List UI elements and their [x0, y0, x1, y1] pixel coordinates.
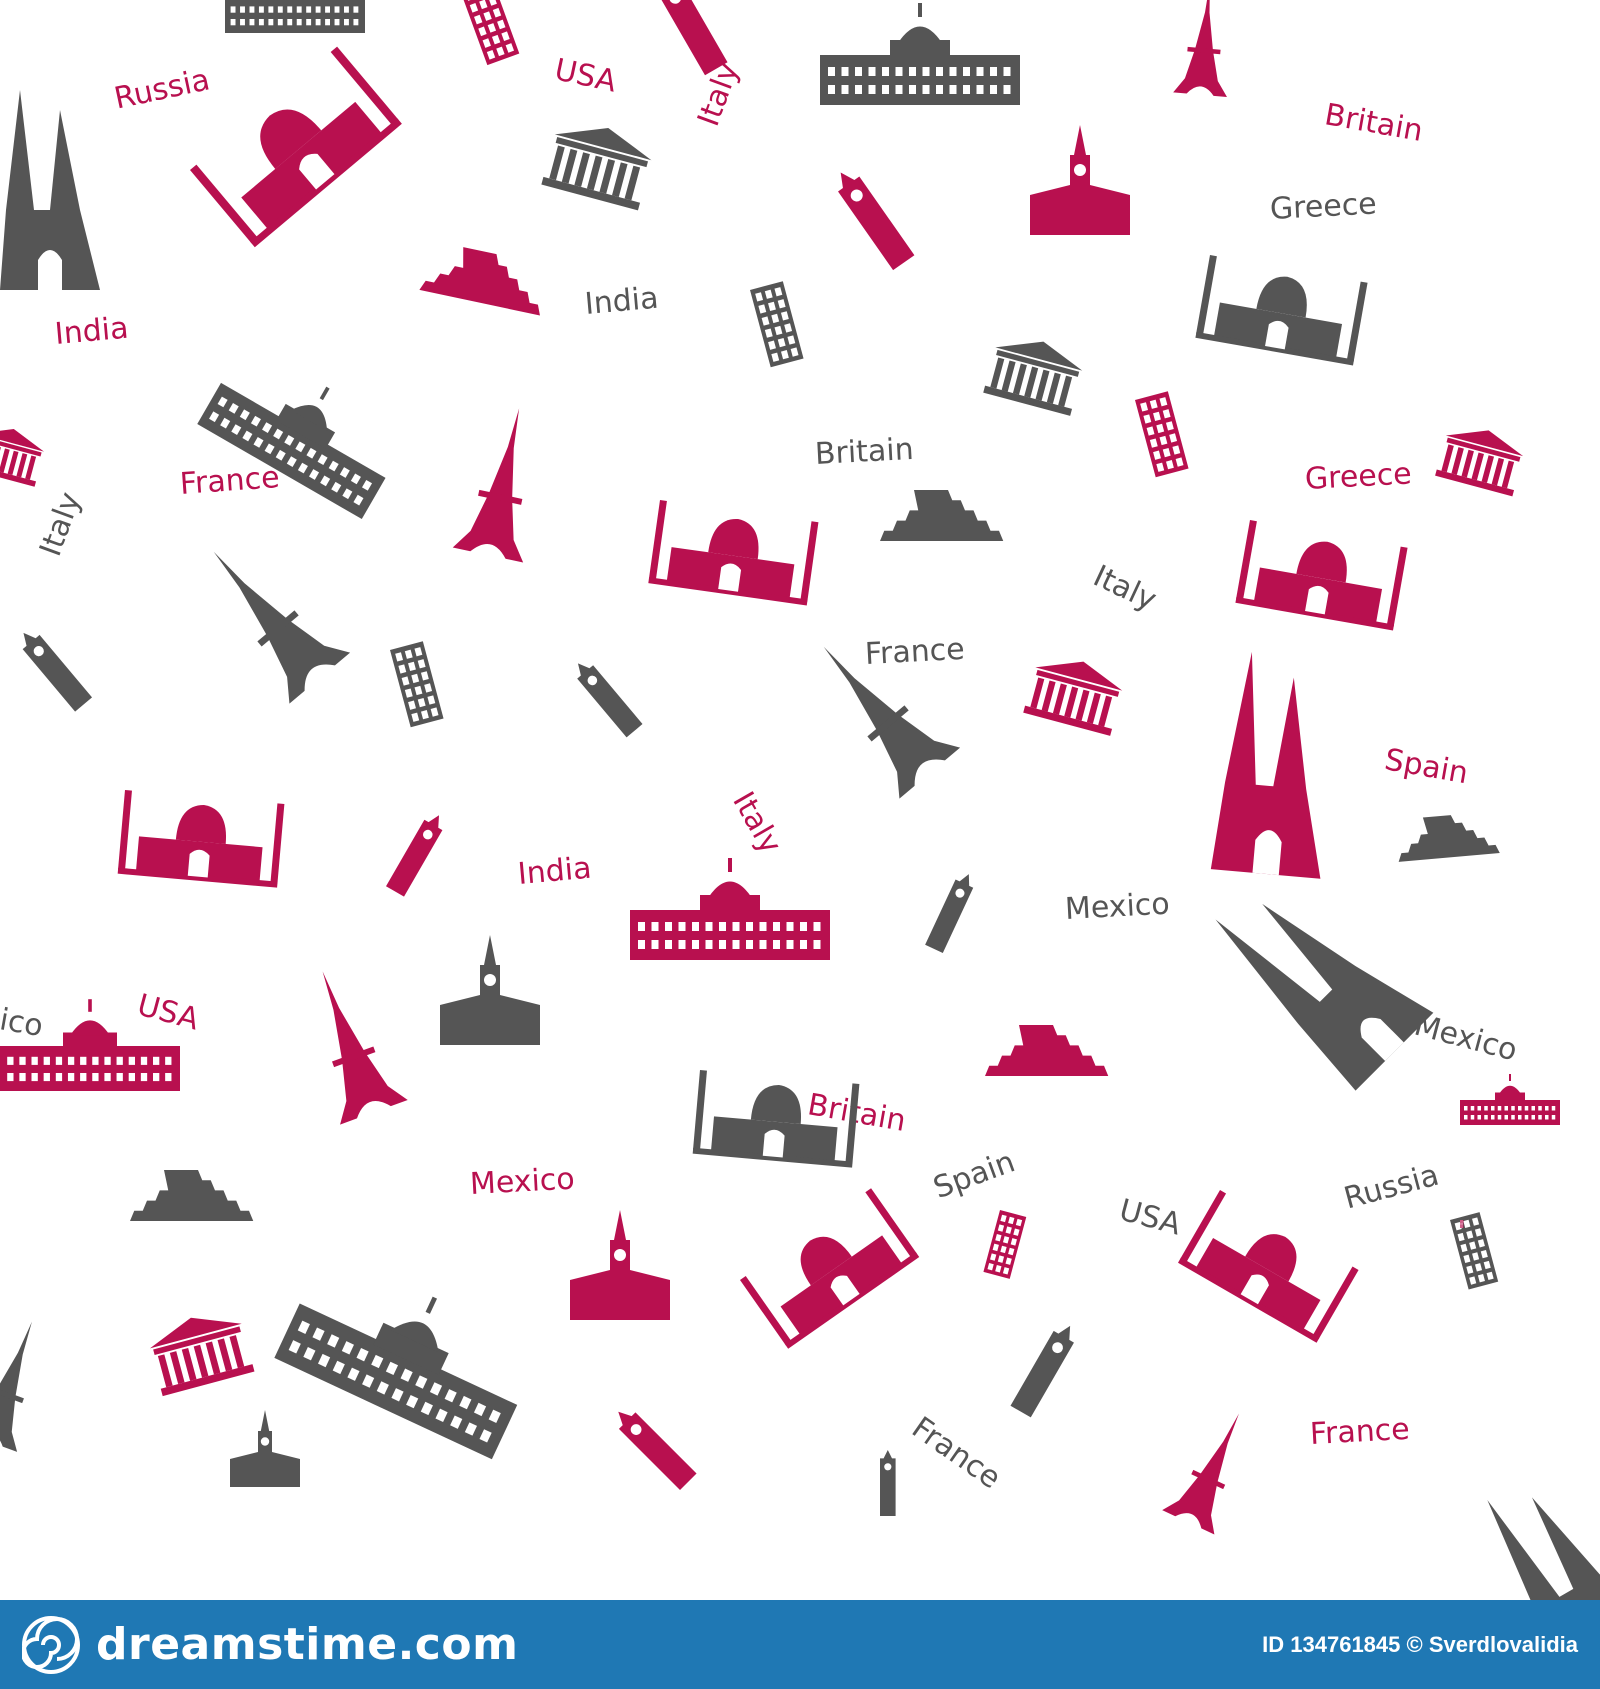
big-ben-icon	[838, 172, 915, 271]
pisa-tower-icon	[1450, 1212, 1499, 1290]
cathedral-icon	[1210, 651, 1321, 879]
cathedral-icon	[1487, 1497, 1600, 1600]
greek-temple-icon	[0, 429, 44, 487]
capitol-icon	[820, 3, 1020, 105]
pisa-tower-icon	[390, 641, 444, 728]
eiffel-tower-icon	[823, 646, 961, 799]
landmark-layer	[0, 0, 1600, 1600]
eiffel-tower-icon	[213, 551, 351, 704]
taj-mahal-icon	[692, 1070, 860, 1168]
greek-temple-icon	[983, 341, 1083, 416]
big-ben-icon	[657, 0, 728, 76]
big-ben-icon	[880, 1450, 896, 1516]
kremlin-icon	[440, 935, 540, 1045]
kremlin-icon	[570, 1210, 670, 1320]
big-ben-icon	[1010, 1325, 1074, 1418]
greek-temple-icon	[149, 1317, 255, 1397]
watermark-footer: dreamstime.com ID 134761845 © Sverdloval…	[0, 1600, 1600, 1689]
pyramid-icon	[1398, 815, 1500, 862]
greek-temple-icon	[1023, 661, 1123, 736]
pattern-canvas: Russia USA Italy Britain Greece India India Fra…	[0, 0, 1600, 1600]
kremlin-icon	[230, 1410, 300, 1487]
pisa-tower-icon	[1135, 391, 1189, 478]
spiral-icon	[22, 1615, 80, 1674]
pisa-tower-icon	[460, 0, 520, 66]
capitol-icon	[0, 999, 180, 1091]
capitol-icon	[274, 1296, 518, 1460]
eiffel-tower-icon	[452, 408, 524, 563]
eiffel-tower-icon	[1173, 0, 1227, 98]
taj-mahal-icon	[1178, 1190, 1359, 1343]
big-ben-icon	[385, 815, 443, 897]
eiffel-tower-icon	[0, 1321, 32, 1452]
capitol-icon	[630, 858, 830, 960]
cathedral-icon	[0, 90, 100, 290]
taj-mahal-icon	[1235, 520, 1408, 631]
capitol-icon	[197, 382, 386, 520]
pisa-tower-icon	[1460, 1220, 1464, 1228]
taj-mahal-icon	[648, 499, 819, 606]
kremlin-icon	[1030, 125, 1130, 235]
image-credit: ID 134761845 © Sverdlovalidia	[1262, 1631, 1578, 1657]
capitol-icon	[225, 0, 365, 33]
pyramid-icon	[130, 1170, 254, 1221]
cathedral-icon	[1215, 903, 1434, 1091]
taj-mahal-icon	[740, 1188, 920, 1349]
big-ben-icon	[618, 1411, 697, 1491]
big-ben-icon	[22, 632, 93, 712]
logo[interactable]: dreamstime.com	[22, 1615, 519, 1674]
taj-mahal-icon	[117, 790, 285, 888]
eiffel-tower-icon	[1162, 1413, 1240, 1535]
taj-mahal-icon	[1195, 255, 1368, 366]
eiffel-tower-icon	[322, 971, 408, 1125]
big-ben-icon	[577, 663, 643, 738]
brand-name[interactable]: dreamstime.com	[96, 1619, 519, 1670]
pisa-tower-icon	[983, 1210, 1027, 1279]
taj-mahal-icon	[190, 46, 402, 248]
pyramid-icon	[419, 247, 540, 316]
greek-temple-icon	[1435, 430, 1524, 497]
pyramid-icon	[985, 1025, 1109, 1076]
pyramid-icon	[880, 490, 1004, 541]
greek-temple-icon	[541, 127, 652, 211]
pisa-tower-icon	[750, 281, 804, 368]
big-ben-icon	[925, 874, 974, 954]
capitol-icon	[1460, 1074, 1560, 1125]
